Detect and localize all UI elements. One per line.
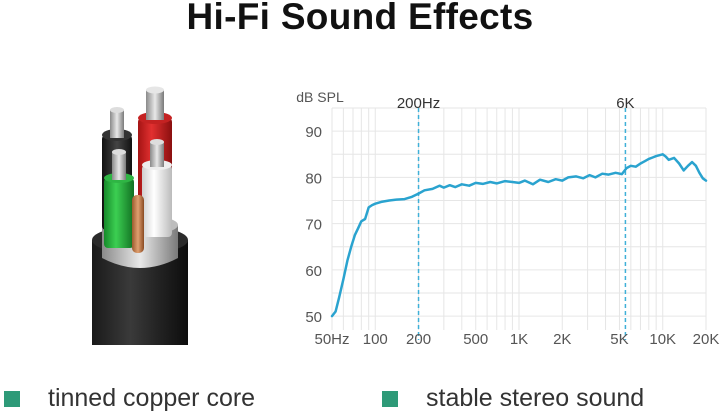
chart-markers bbox=[417, 108, 627, 340]
x-tick-label: 10K bbox=[649, 331, 676, 348]
cable-illustration bbox=[92, 86, 188, 345]
page-title: Hi-Fi Sound Effects bbox=[186, 0, 534, 37]
feature-stable-stereo: stable stereo sound bbox=[382, 384, 644, 413]
x-tick-label: 1K bbox=[510, 331, 528, 348]
chart-grid bbox=[331, 107, 707, 330]
frequency-response-chart: 200Hz 6K 50 60 70 80 90 50Hz 100 200 500 1K 2K 5K 10K 2… bbox=[296, 89, 719, 348]
feature-label: stable stereo sound bbox=[426, 384, 645, 412]
y-tick-label: 50 bbox=[305, 309, 322, 326]
feature-label: tinned copper core bbox=[48, 384, 256, 412]
y-tick-label: 90 bbox=[305, 124, 322, 141]
chart-series bbox=[330, 153, 708, 318]
x-tick-label: 100 bbox=[363, 331, 388, 348]
y-tick-label: 60 bbox=[305, 263, 322, 280]
feature-tinned-copper: tinned copper core bbox=[4, 384, 255, 413]
series-line bbox=[330, 153, 708, 318]
marker-label: 200Hz bbox=[397, 95, 440, 112]
x-tick-label: 2K bbox=[553, 331, 571, 348]
x-tick-label: 20K bbox=[693, 331, 720, 348]
x-tick-label: 200 bbox=[406, 331, 431, 348]
y-tick-label: 80 bbox=[305, 170, 322, 187]
x-tick-label: 50Hz bbox=[314, 331, 349, 348]
marker-label: 6K bbox=[616, 95, 634, 112]
x-tick-label: 5K bbox=[610, 331, 628, 348]
x-tick-label: 500 bbox=[463, 331, 488, 348]
feature-bullet-icon bbox=[382, 390, 398, 407]
feature-bullet-icon bbox=[4, 390, 20, 407]
y-tick-label: 70 bbox=[305, 217, 322, 234]
chart-labels: 200Hz 6K 50 60 70 80 90 50Hz 100 200 500 1K 2K 5K 10K 2… bbox=[296, 89, 719, 348]
y-axis-label: dB SPL bbox=[296, 89, 344, 105]
